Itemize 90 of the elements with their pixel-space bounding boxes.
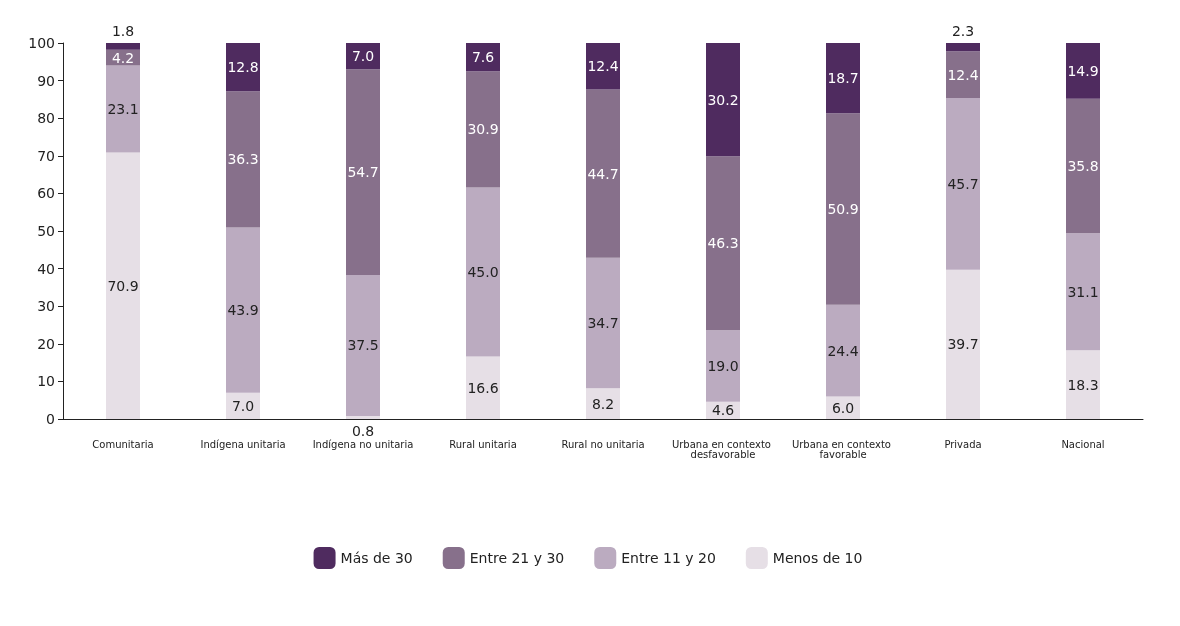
data-label: 14.9 [1067,62,1099,79]
x-tick-label: Urbana en contexto desfavorable [671,438,775,460]
data-label: 45.0 [467,263,499,280]
data-label: 8.2 [591,395,615,412]
bar [586,43,620,90]
bar [1066,43,1100,99]
bar [466,356,500,419]
data-label: 6.0 [831,399,855,416]
data-label: 70.9 [107,277,139,294]
data-label: 12.4 [587,58,619,75]
bar [826,304,860,397]
bar [106,152,140,419]
legend-label: Menos de 10 [772,550,863,566]
bar [586,388,620,419]
bar [1066,233,1100,351]
bar [226,43,260,92]
x-tick-label: Rural no unitaria [561,438,645,450]
data-label: 12.8 [227,59,259,76]
bar [226,91,260,228]
bar [466,187,500,357]
data-label: 0.8 [351,423,375,439]
data-label: 19.0 [707,357,739,374]
legend-label: Entre 11 y 20 [621,550,716,566]
bar [1066,350,1100,419]
y-tick-label: 90 [37,72,55,89]
bar [706,156,740,331]
x-tick-label: Privada [944,438,982,450]
bar [946,97,980,270]
y-tick-label: 0 [46,411,55,427]
y-tick-label: 70 [37,147,55,164]
bar [586,257,620,389]
data-label: 24.4 [827,342,859,359]
data-label: 34.7 [587,314,619,331]
bar [946,43,980,52]
bar [346,69,380,275]
y-tick-label: 80 [37,110,55,127]
bar [226,227,260,393]
bar [706,330,740,402]
data-label: 35.8 [1067,157,1099,174]
x-tick-label: Rural unitaria [449,438,517,450]
data-label: 2.3 [951,23,975,39]
y-tick-label: 60 [37,185,55,202]
data-label: 7.6 [471,49,495,66]
y-tick-label: 100 [28,35,55,51]
data-label: 4.6 [711,402,735,419]
bar [706,43,740,157]
data-label: 46.3 [707,235,739,252]
bar [346,274,380,416]
x-tick-label: Indígena no unitaria [312,438,414,450]
data-label: 45.7 [947,175,979,192]
y-tick-label: 50 [37,223,55,239]
bar [106,65,140,153]
data-label: 30.9 [467,121,499,138]
bar [1066,98,1100,234]
data-label: 16.6 [467,379,499,396]
data-label: 36.3 [227,151,259,168]
data-label: 23.1 [107,100,139,117]
legend-label: Entre 21 y 30 [469,550,565,566]
bar [586,89,620,258]
x-tick-label: Comunitaria [92,438,154,450]
x-tick-label: Indígena unitaria [200,438,286,450]
data-label: 30.2 [707,91,739,108]
data-label: 39.7 [947,336,979,353]
bar [826,113,860,305]
data-label: 43.9 [227,302,259,319]
y-tick-label: 30 [37,298,55,315]
data-label: 18.3 [1067,376,1099,393]
bar [106,43,140,50]
y-tick-label: 40 [37,260,55,277]
bar [946,51,980,98]
x-tick-label: Urbana en contexto favorable [791,438,895,460]
bar [946,269,980,419]
data-label: 50.9 [827,201,859,217]
data-label: 4.2 [111,49,135,66]
data-label: 54.7 [347,164,379,181]
legend-label: Más de 30 [340,550,413,566]
data-label: 18.7 [827,70,859,87]
data-label: 31.1 [1067,283,1099,300]
data-label: 12.4 [947,66,979,83]
bar [346,415,380,419]
data-label: 1.8 [111,23,135,39]
data-label: 7.0 [231,397,255,414]
data-label: 7.0 [351,48,375,65]
y-tick-label: 10 [37,373,55,390]
x-tick-label: Nacional [1061,438,1105,450]
data-label: 37.5 [347,337,379,354]
bar [826,43,860,114]
bar [466,71,500,188]
y-tick-label: 20 [37,335,55,352]
data-label: 44.7 [587,165,619,182]
